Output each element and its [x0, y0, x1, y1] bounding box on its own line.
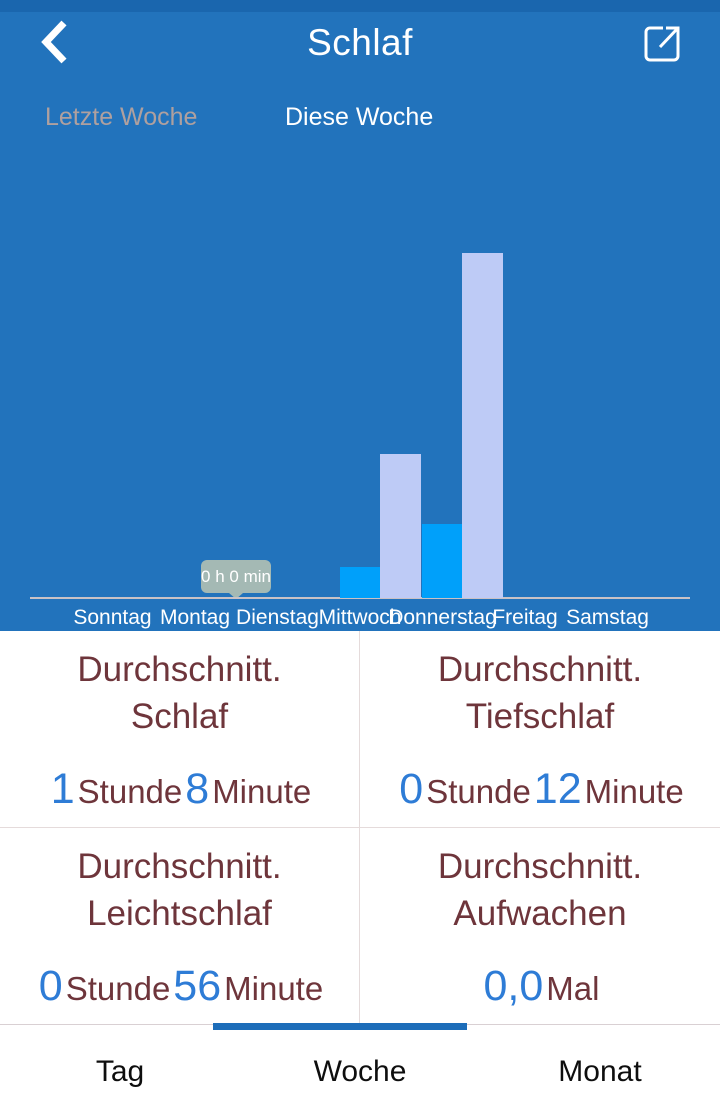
axis-label-freitag: Freitag: [492, 606, 558, 629]
unit-minutes: Minute: [224, 970, 324, 1007]
tab-diese-woche[interactable]: Diese Woche: [285, 103, 434, 131]
unit-count: Mal: [546, 970, 600, 1007]
card-avg-aufwachen: Durchschnitt. Aufwachen 0,0 Mal: [360, 828, 720, 1025]
stats-grid: Durchschnitt. Schlaf 1 Stunde 8 Minute Durc…: [0, 631, 720, 1025]
chart-axis-line: [30, 597, 690, 599]
bar-leichtschlaf-mittwoch[interactable]: [379, 454, 421, 598]
card-title: Durchschnitt. Aufwachen: [437, 847, 643, 933]
value-hours: 1: [50, 765, 75, 813]
value-minutes: 56: [173, 962, 222, 1010]
app-header: Schlaf: [0, 12, 720, 88]
nav-tab-woche[interactable]: Woche: [313, 1055, 407, 1088]
status-bar-strip: [0, 0, 720, 12]
value-count: 0,0: [483, 962, 544, 1010]
card-value: 0,0 Mal: [360, 962, 720, 1011]
axis-label-dienstag: Dienstag: [236, 606, 319, 629]
share-export-icon: [639, 17, 685, 70]
nav-tab-monat[interactable]: Monat: [558, 1055, 642, 1088]
page-title: Schlaf: [307, 22, 413, 63]
nav-tab-tag[interactable]: Tag: [95, 1055, 145, 1088]
axis-label-montag: Montag: [159, 606, 231, 629]
unit-hours: Stunde: [65, 970, 171, 1007]
value-minutes: 12: [533, 765, 582, 813]
tab-letzte-woche[interactable]: Letzte Woche: [45, 103, 198, 131]
card-avg-leichtschlaf: Durchschnitt. Leichtschlaf 0 Stunde 56 Minu…: [0, 828, 360, 1025]
axis-label-sonntag: Sonntag: [73, 606, 152, 629]
bar-tiefschlaf-donnerstag[interactable]: [422, 524, 463, 598]
chart-tooltip: 0 h 0 min: [201, 560, 271, 599]
chart-axis-labels: Sonntag Montag Dienstag Mittwoch Donnerstag F…: [0, 606, 720, 631]
card-avg-tiefschlaf: Durchschnitt. Tiefschlaf 0 Stunde 12 Minute: [360, 631, 720, 828]
value-hours: 0: [399, 765, 424, 813]
card-value: 0 Stunde 12 Minute: [360, 765, 720, 814]
card-value: 1 Stunde 8 Minute: [0, 765, 359, 814]
period-tabs: Letzte Woche Diese Woche: [0, 103, 720, 143]
active-tab-indicator: [213, 1023, 467, 1030]
bottom-nav: Tag Woche Monat: [0, 1026, 720, 1118]
back-chevron-icon: [38, 19, 70, 70]
card-value: 0 Stunde 56 Minute: [0, 962, 359, 1011]
axis-label-mittwoch: Mittwoch: [318, 606, 402, 629]
unit-hours: Stunde: [77, 773, 183, 810]
bar-leichtschlaf-donnerstag[interactable]: [462, 253, 503, 598]
card-title: Durchschnitt. Leichtschlaf: [77, 847, 282, 933]
value-minutes: 8: [185, 765, 210, 813]
value-hours: 0: [38, 962, 63, 1010]
unit-minutes: Minute: [584, 773, 684, 810]
axis-label-donnerstag: Donnerstag: [388, 606, 497, 629]
bar-tiefschlaf-mittwoch[interactable]: [339, 567, 381, 598]
unit-hours: Stunde: [426, 773, 531, 810]
share-button[interactable]: [634, 14, 690, 72]
axis-label-samstag: Samstag: [566, 606, 649, 629]
sleep-chart: Schlaf Letzte Woche Diese Woche 0 h 0 mi…: [0, 0, 720, 631]
back-button[interactable]: [30, 16, 78, 72]
card-avg-schlaf: Durchschnitt. Schlaf 1 Stunde 8 Minute: [0, 631, 360, 828]
unit-minutes: Minute: [212, 773, 312, 810]
card-title: Durchschnitt. Tiefschlaf: [437, 650, 643, 736]
card-title: Durchschnitt. Schlaf: [77, 650, 282, 736]
